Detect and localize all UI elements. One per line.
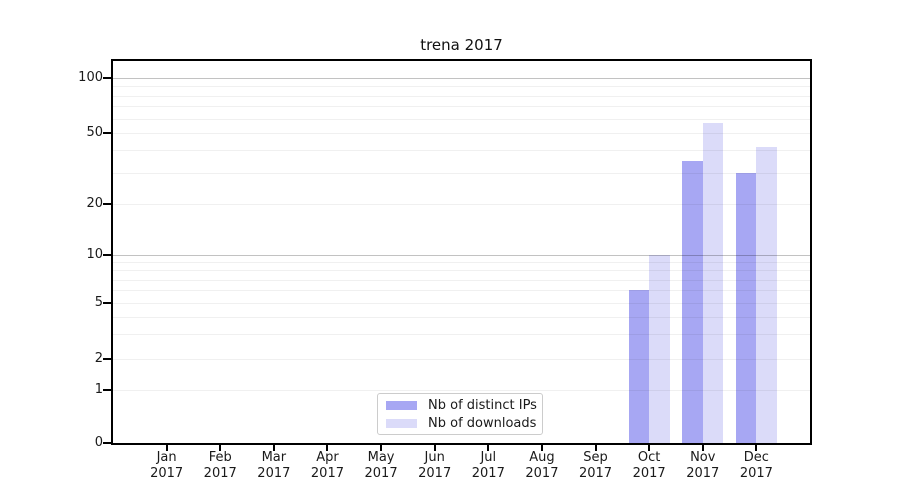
x-tick-mark-jun bbox=[433, 444, 436, 451]
x-tick-month: Mar bbox=[261, 450, 287, 465]
x-tick-label-jun: Jun 2017 bbox=[405, 450, 465, 482]
gridline-minor-70 bbox=[113, 106, 810, 108]
x-tick-label-aug: Aug 2017 bbox=[512, 450, 572, 482]
y-tick-label-0: 0 bbox=[94, 435, 103, 450]
x-tick-year: 2017 bbox=[471, 466, 505, 481]
x-tick-mark-apr bbox=[326, 444, 329, 451]
bar-oct-nb-of-distinct-ips bbox=[628, 290, 650, 443]
x-tick-mark-dec bbox=[755, 444, 758, 451]
y-tick-label-10: 10 bbox=[86, 247, 103, 262]
y-tick-mark-100 bbox=[103, 77, 111, 79]
legend-swatch-nb-of-downloads bbox=[386, 418, 417, 428]
x-tick-label-jul: Jul 2017 bbox=[458, 450, 518, 482]
x-tick-year: 2017 bbox=[257, 466, 291, 481]
legend-swatch-nb-of-distinct-ips bbox=[386, 400, 417, 410]
x-tick-label-oct: Oct 2017 bbox=[619, 450, 679, 482]
y-tick-mark-1 bbox=[103, 389, 111, 391]
x-tick-year: 2017 bbox=[525, 466, 559, 481]
x-tick-mark-jan bbox=[165, 444, 168, 451]
x-tick-month: Sep bbox=[583, 450, 608, 465]
legend-label: Nb of downloads bbox=[428, 415, 537, 431]
gridline-minor-80 bbox=[113, 95, 810, 97]
y-tick-mark-50 bbox=[103, 132, 111, 134]
x-tick-year: 2017 bbox=[310, 466, 344, 481]
x-tick-label-nov: Nov 2017 bbox=[673, 450, 733, 482]
x-tick-label-may: May 2017 bbox=[351, 450, 411, 482]
x-tick-year: 2017 bbox=[203, 466, 237, 481]
bar-nov-nb-of-distinct-ips bbox=[682, 160, 703, 443]
x-tick-year: 2017 bbox=[739, 466, 773, 481]
y-tick-label-5: 5 bbox=[94, 295, 103, 310]
x-tick-month: May bbox=[367, 450, 395, 465]
x-tick-mark-aug bbox=[540, 444, 543, 451]
x-tick-mark-jul bbox=[487, 444, 490, 451]
gridline-minor-90 bbox=[113, 86, 810, 88]
bar-oct-nb-of-downloads bbox=[649, 255, 670, 443]
y-tick-mark-0 bbox=[103, 442, 111, 444]
x-tick-mark-mar bbox=[272, 444, 275, 451]
legend-entry-nb-of-distinct-ips: Nb of distinct IPs bbox=[386, 398, 542, 413]
y-tick-mark-10 bbox=[103, 254, 111, 256]
x-tick-label-jan: Jan 2017 bbox=[137, 450, 197, 482]
legend-entry-nb-of-downloads: Nb of downloads bbox=[386, 416, 542, 431]
x-tick-year: 2017 bbox=[686, 466, 720, 481]
x-tick-year: 2017 bbox=[418, 466, 452, 481]
legend-label: Nb of distinct IPs bbox=[428, 397, 537, 413]
x-tick-mark-nov bbox=[701, 444, 704, 451]
x-tick-label-feb: Feb 2017 bbox=[190, 450, 250, 482]
x-tick-month: Aug bbox=[529, 450, 555, 465]
x-tick-month: Dec bbox=[743, 450, 769, 465]
y-tick-label-100: 100 bbox=[78, 70, 103, 85]
x-tick-year: 2017 bbox=[578, 466, 613, 481]
chart-title: trena 2017 bbox=[420, 36, 503, 54]
x-tick-mark-oct bbox=[648, 444, 651, 451]
y-tick-mark-5 bbox=[103, 302, 111, 304]
x-tick-mark-sep bbox=[594, 444, 597, 451]
y-tick-label-2: 2 bbox=[94, 351, 103, 366]
x-tick-year: 2017 bbox=[632, 466, 666, 481]
x-tick-label-sep: Sep 2017 bbox=[566, 450, 626, 482]
y-tick-label-20: 20 bbox=[86, 196, 103, 211]
x-tick-month: Nov bbox=[690, 450, 716, 465]
x-tick-month: Jan bbox=[156, 450, 177, 465]
x-tick-month: Oct bbox=[637, 450, 661, 465]
y-tick-label-1: 1 bbox=[94, 382, 103, 397]
y-tick-label-50: 50 bbox=[86, 125, 103, 140]
gridline-major-100 bbox=[113, 78, 810, 79]
bar-nov-nb-of-downloads bbox=[702, 122, 724, 443]
gridline-minor-60 bbox=[113, 118, 810, 120]
x-tick-month: Jun bbox=[424, 450, 445, 465]
bar-dec-nb-of-distinct-ips bbox=[735, 172, 757, 443]
x-tick-year: 2017 bbox=[150, 466, 184, 481]
x-tick-month: Jul bbox=[480, 450, 497, 465]
x-tick-label-apr: Apr 2017 bbox=[297, 450, 357, 482]
x-tick-label-dec: Dec 2017 bbox=[726, 450, 786, 482]
bar-dec-nb-of-downloads bbox=[756, 146, 778, 443]
y-tick-mark-2 bbox=[103, 358, 111, 360]
legend: Nb of distinct IPs Nb of downloads bbox=[377, 393, 543, 435]
y-tick-mark-20 bbox=[103, 203, 111, 205]
x-tick-month: Apr bbox=[316, 450, 339, 465]
x-tick-year: 2017 bbox=[364, 466, 398, 481]
plot-area bbox=[111, 59, 812, 445]
x-tick-mark-feb bbox=[219, 444, 222, 451]
x-tick-label-mar: Mar 2017 bbox=[244, 450, 304, 482]
x-tick-month: Feb bbox=[208, 450, 232, 465]
x-tick-mark-may bbox=[380, 444, 383, 451]
